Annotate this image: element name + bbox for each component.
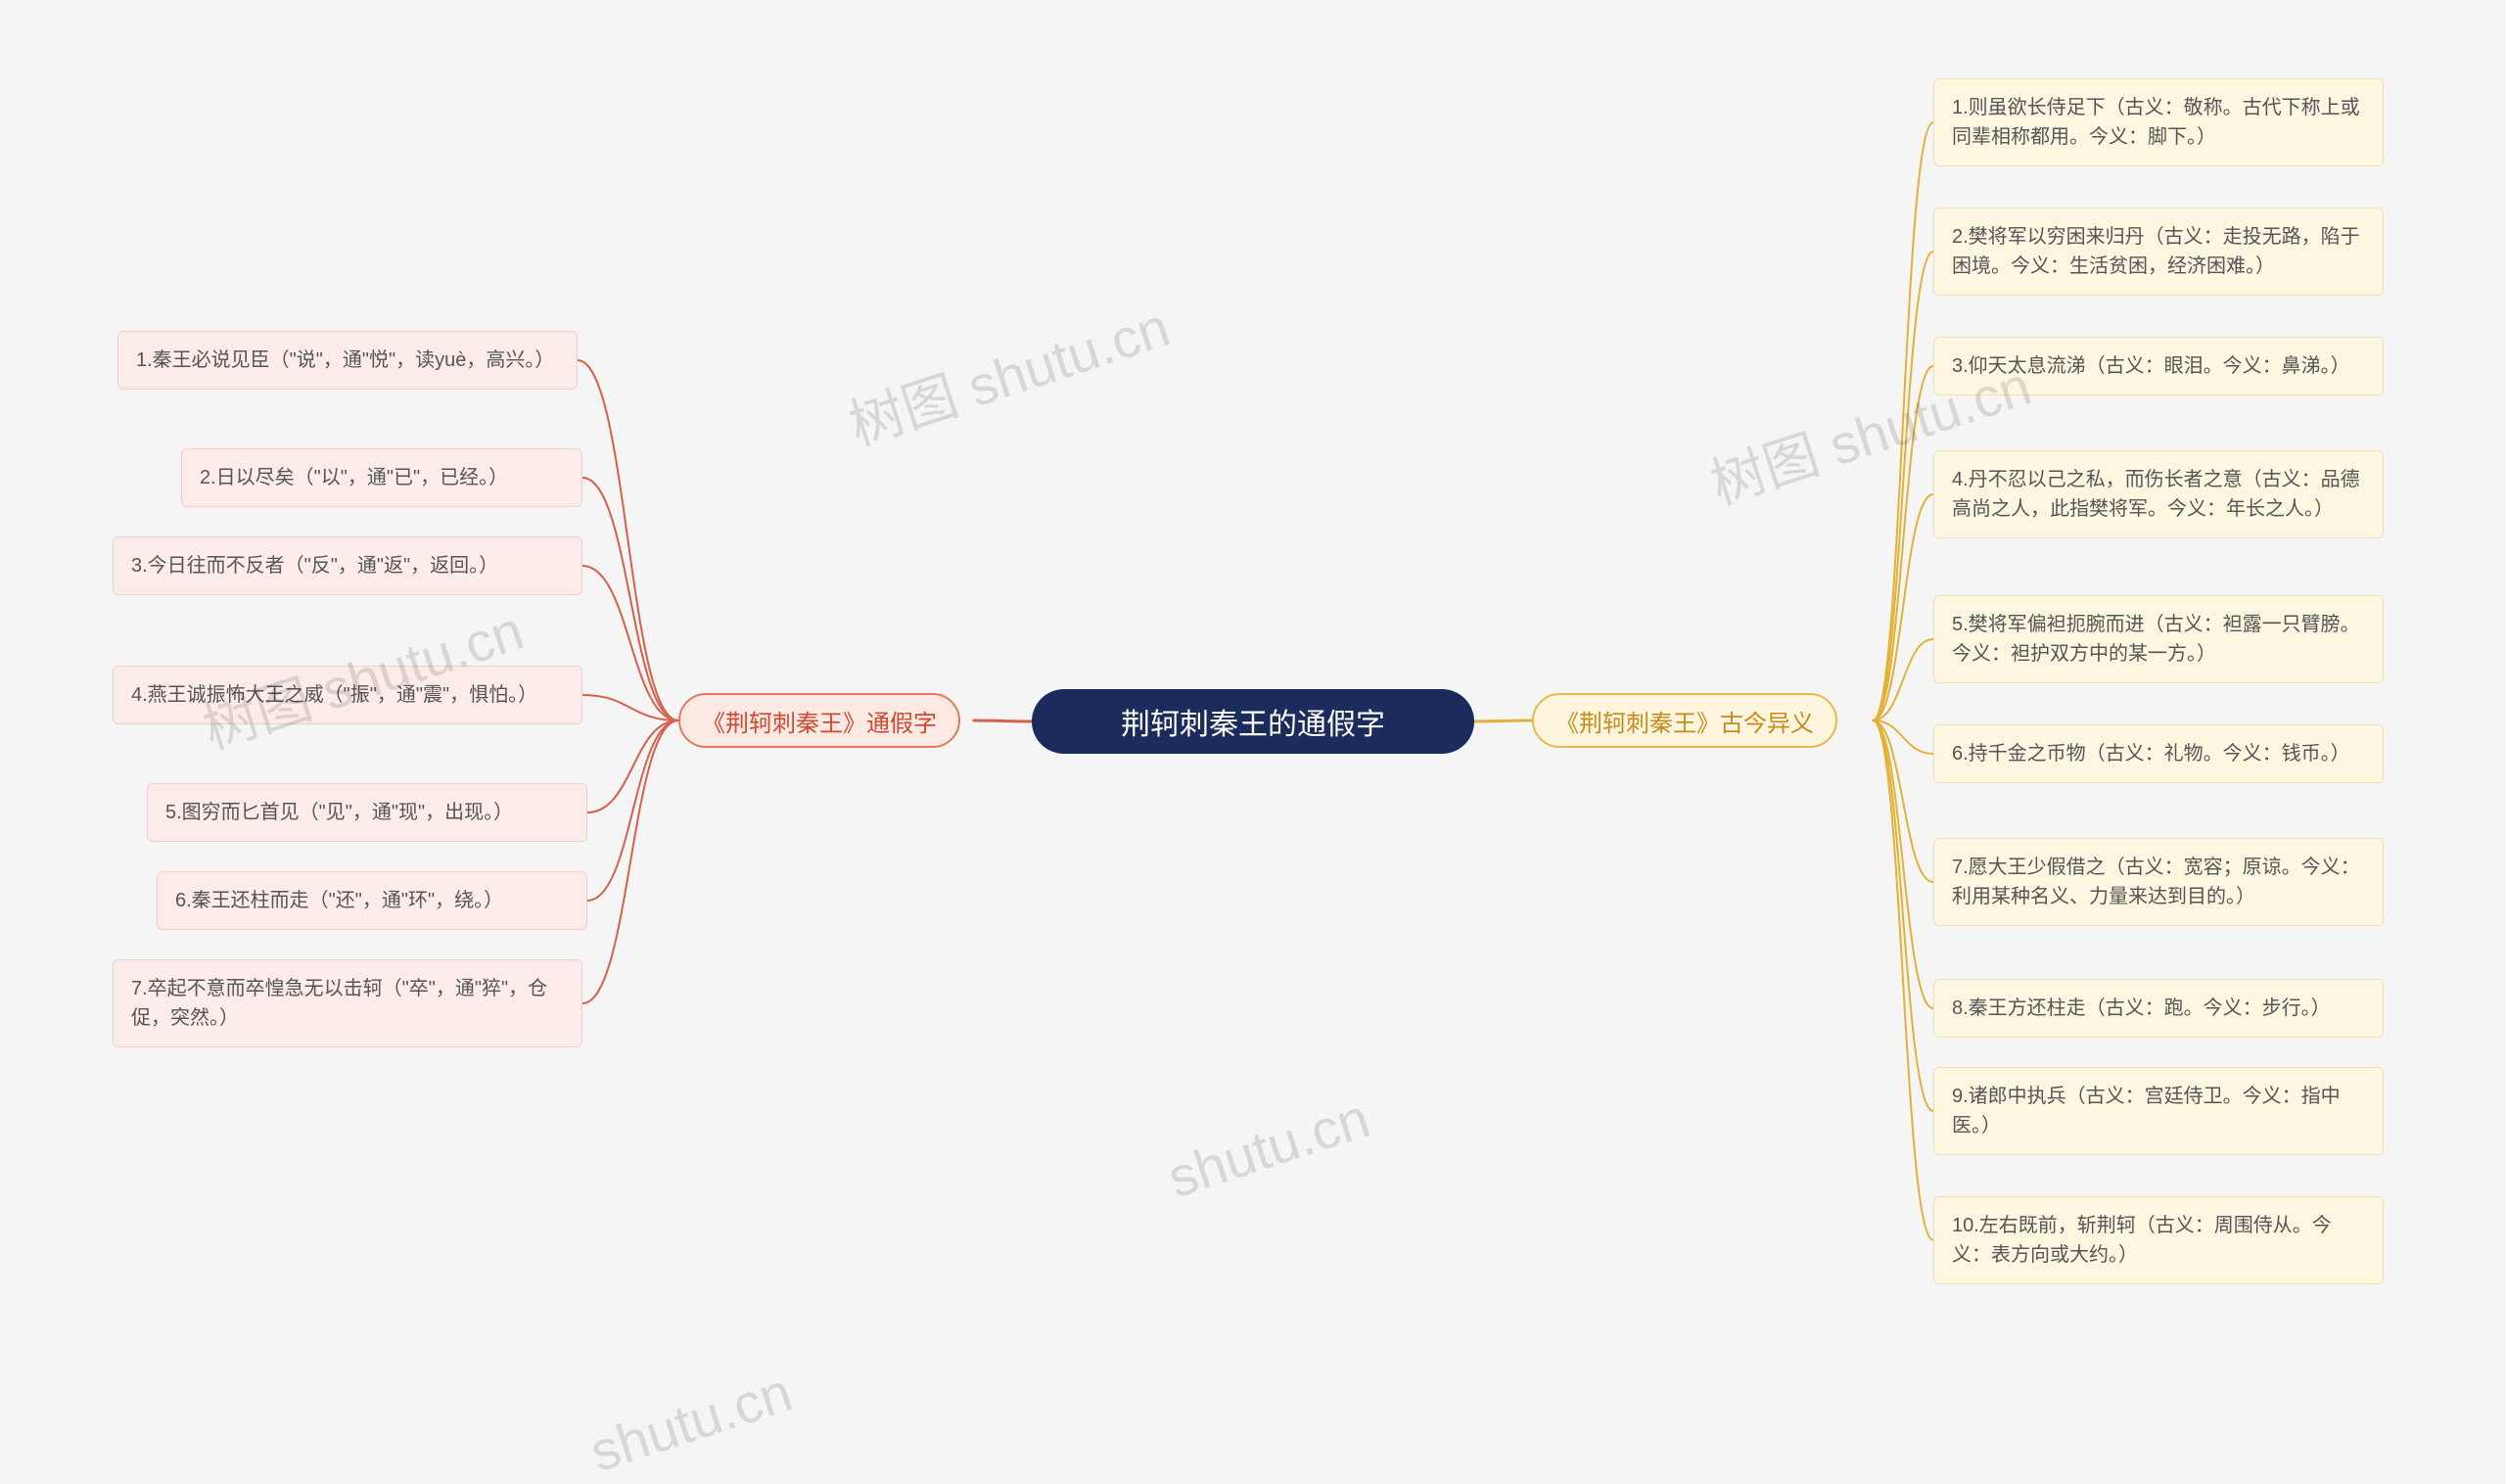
leaf-left-3[interactable]: 3.今日往而不反者（"反"，通"返"，返回。） — [113, 536, 582, 595]
leaf-right-10[interactable]: 10.左右既前，斩荆轲（古义：周围侍从。今义：表方向或大约。） — [1933, 1196, 2384, 1284]
leaf-right-3[interactable]: 3.仰天太息流涕（古义：眼泪。今义：鼻涕。） — [1933, 337, 2384, 395]
leaf-right-1[interactable]: 1.则虽欲长侍足下（古义：敬称。古代下称上或同辈相称都用。今义：脚下。） — [1933, 78, 2384, 166]
leaf-right-6[interactable]: 6.持千金之币物（古义：礼物。今义：钱币。） — [1933, 724, 2384, 783]
leaf-left-1[interactable]: 1.秦王必说见臣（"说"，通"悦"，读yuè，高兴。） — [117, 331, 578, 390]
leaf-left-6[interactable]: 6.秦王还柱而走（"还"，通"环"，绕。） — [157, 871, 587, 930]
leaf-right-8[interactable]: 8.秦王方还柱走（古义：跑。今义：步行。） — [1933, 979, 2384, 1038]
leaf-right-5[interactable]: 5.樊将军偏袒扼腕而进（古义：袒露一只臂膀。今义：袒护双方中的某一方。） — [1933, 595, 2384, 683]
mindmap-canvas: 荆轲刺秦王的通假字 《荆轲刺秦王》通假字 《荆轲刺秦王》古今异义 1.秦王必说见… — [0, 0, 2506, 1443]
leaf-left-4[interactable]: 4.燕王诚振怖大王之威（"振"，通"震"，惧怕。） — [113, 666, 582, 724]
branch-right-label: 《荆轲刺秦王》古今异义 — [1555, 704, 1814, 738]
root-node[interactable]: 荆轲刺秦王的通假字 — [1032, 689, 1474, 754]
leaf-right-2[interactable]: 2.樊将军以穷困来归丹（古义：走投无路，陷于困境。今义：生活贫困，经济困难。） — [1933, 208, 2384, 296]
leaf-left-2[interactable]: 2.日以尽矣（"以"，通"已"，已经。） — [181, 448, 582, 507]
branch-left[interactable]: 《荆轲刺秦王》通假字 — [678, 693, 960, 748]
leaf-left-7[interactable]: 7.卒起不意而卒惶急无以击轲（"卒"，通"猝"，仓促，突然。） — [113, 959, 582, 1047]
root-label: 荆轲刺秦王的通假字 — [1121, 700, 1385, 743]
branch-left-label: 《荆轲刺秦王》通假字 — [702, 704, 937, 738]
leaf-right-9[interactable]: 9.诸郎中执兵（古义：宫廷侍卫。今义：指中医。） — [1933, 1067, 2384, 1155]
leaf-right-7[interactable]: 7.愿大王少假借之（古义：宽容；原谅。今义：利用某种名义、力量来达到目的。） — [1933, 838, 2384, 926]
leaf-right-4[interactable]: 4.丹不忍以己之私，而伤长者之意（古义：品德高尚之人，此指樊将军。今义：年长之人… — [1933, 450, 2384, 538]
watermark: shutu.cn — [582, 1360, 799, 1484]
leaf-left-5[interactable]: 5.图穷而匕首见（"见"，通"现"，出现。） — [147, 783, 587, 842]
branch-right[interactable]: 《荆轲刺秦王》古今异义 — [1532, 693, 1837, 748]
watermark: shutu.cn — [1160, 1086, 1376, 1210]
watermark: 树图 shutu.cn — [838, 284, 1179, 462]
